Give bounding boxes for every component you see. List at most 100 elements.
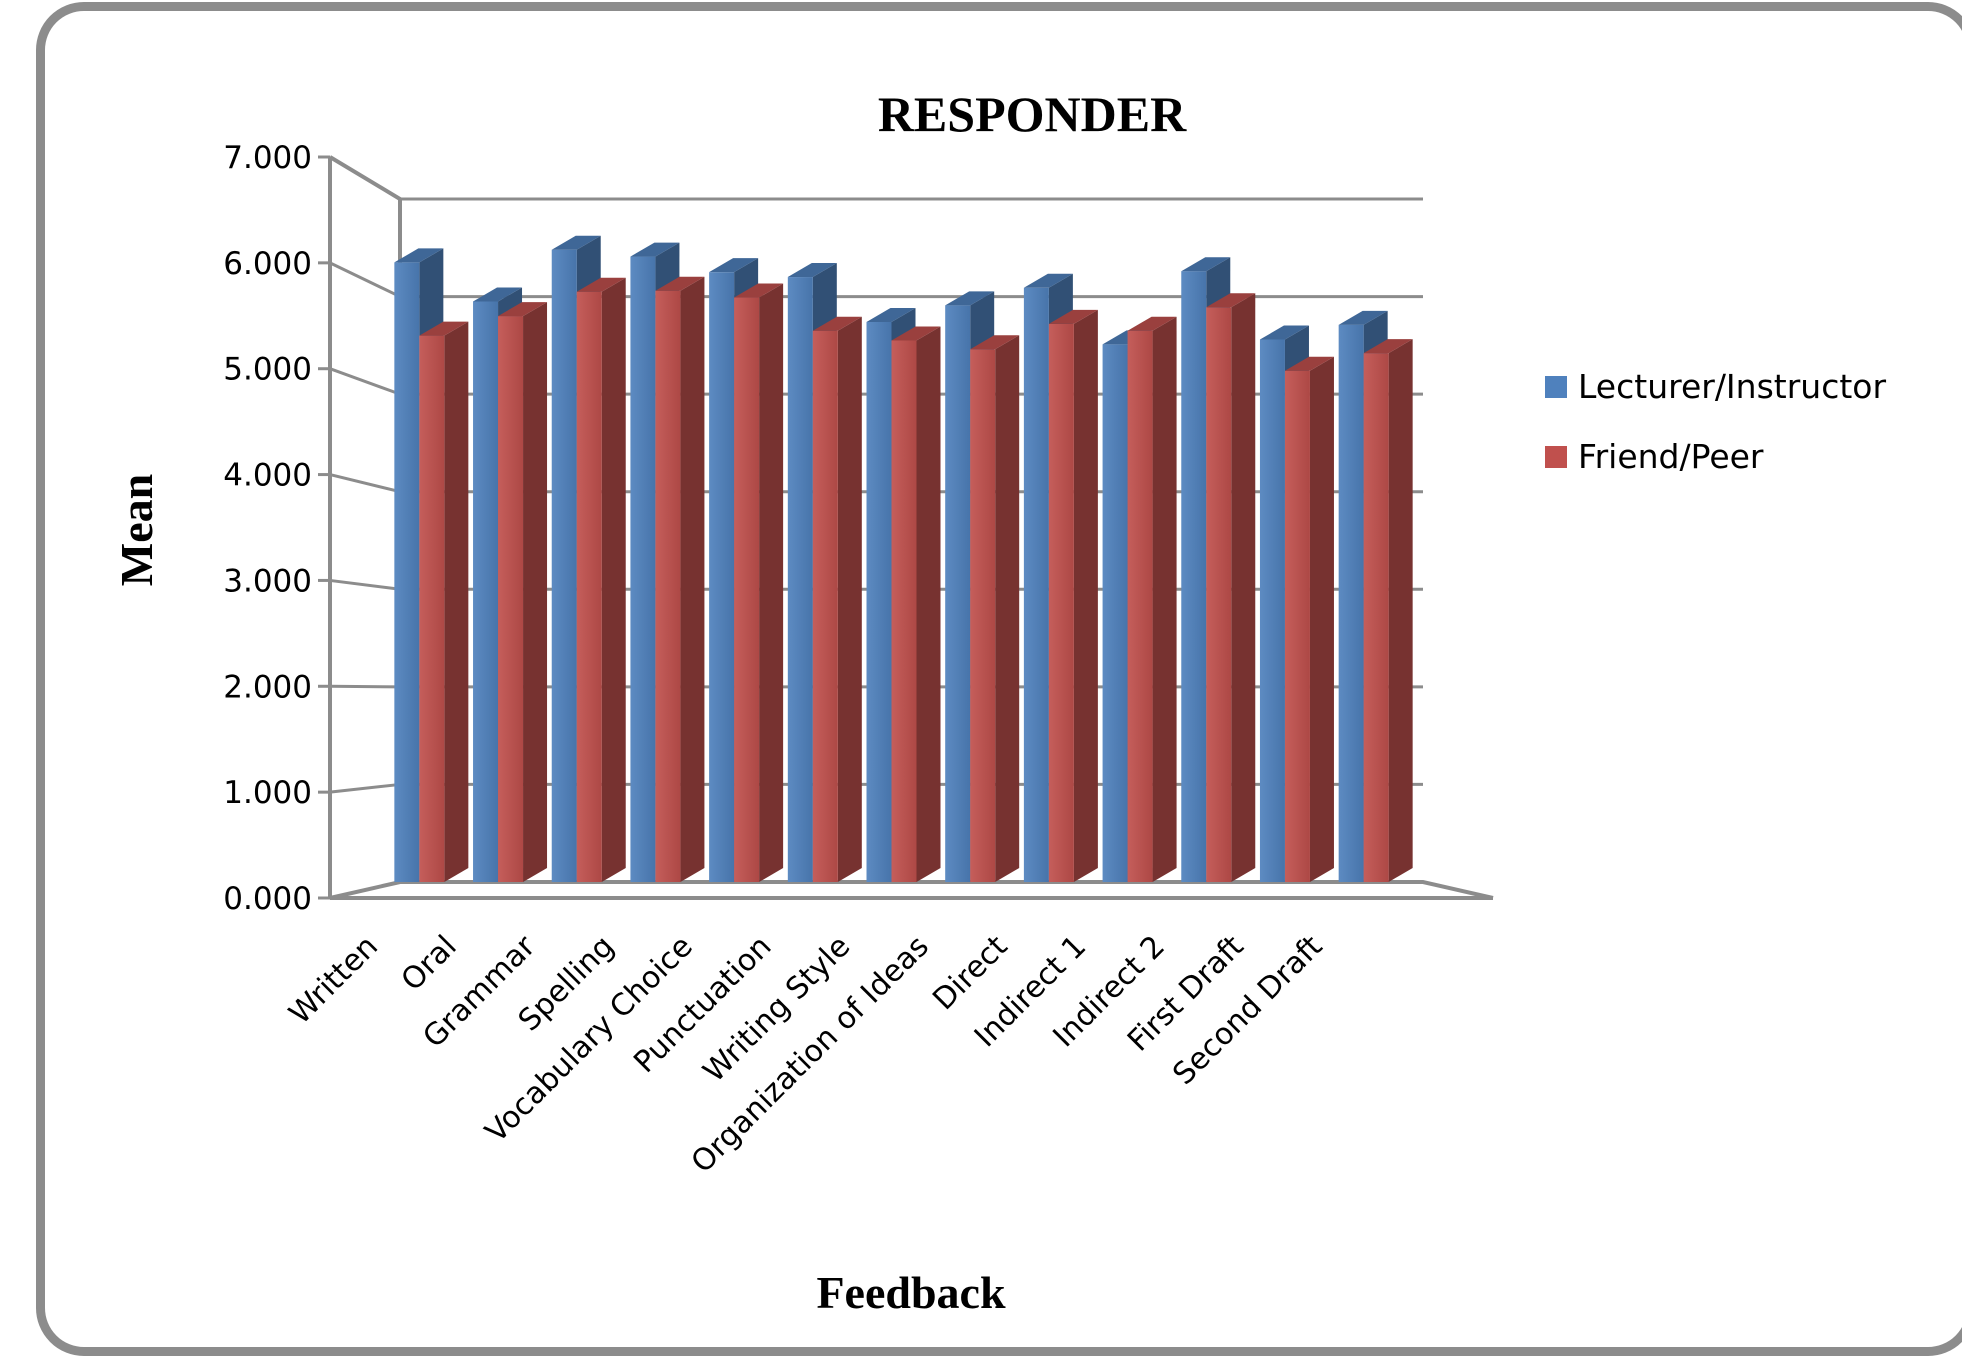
y-tick-label: 3.000 [223,563,312,599]
gridline-diagonal [329,684,401,689]
bars [394,235,1413,883]
bar-side [1309,356,1334,882]
bar-top [812,316,862,331]
bar-top [787,263,837,278]
bar-top [630,242,680,257]
bar-peer [1127,316,1177,882]
bar-top [709,258,759,273]
bar-front [970,349,996,882]
bar-peer [419,321,469,883]
bar-top [945,291,995,306]
bar-side [1152,316,1177,882]
y-tick-label: 7.000 [223,140,312,176]
bar-front [1363,353,1389,883]
bar-front [473,301,499,882]
x-category-label: Oral [395,929,464,998]
legend: Lecturer/Instructor Friend/Peer [1545,367,1886,476]
floor-edge [329,880,1494,900]
bar-front [1127,330,1153,882]
bar-side [916,326,941,882]
bar-peer [498,302,548,883]
bar-top [1023,273,1073,288]
bar-front [394,262,420,883]
bar-front [1048,323,1074,882]
y-axis-ticks: 0.000 1.000 2.000 3.000 4.000 5.000 6.000 7.000 [223,140,330,917]
y-tick-label: 2.000 [223,669,312,705]
bar-front [866,321,892,882]
bar-side [1231,293,1256,882]
bar-peer [734,283,784,883]
bar-side [995,335,1020,882]
bar-front [787,277,813,882]
bar-side [1073,309,1098,882]
bar-front [734,297,760,883]
bar-top [1259,325,1309,340]
bar-top [655,276,705,291]
bar-top [866,307,916,322]
bar-peer [1284,356,1334,882]
bar-front [630,256,656,882]
bar-side [759,283,784,883]
gridline-diagonal [329,578,401,591]
x-axis-title: Feedback [816,1267,1006,1318]
bar-front [498,316,524,883]
y-tick-label: 0.000 [223,881,312,917]
bar-top [498,302,548,317]
y-axis-title: Mean [111,474,162,586]
bar-front [1206,307,1232,882]
bar-peer [1206,293,1256,882]
gridline-diagonal [329,367,401,396]
bar-top [1048,309,1098,324]
y-tick-label: 5.000 [223,352,312,388]
gridline-diagonal [329,261,401,298]
legend-label: Friend/Peer [1578,437,1764,476]
bar-peer [576,277,626,882]
bar-top [1363,339,1413,354]
bar-peer [891,326,941,882]
bar-front [1259,339,1285,882]
legend-label: Lecturer/Instructor [1578,367,1886,406]
bar-front [551,249,577,883]
bar-peer [812,316,862,882]
bar-peer [655,276,705,882]
bar-front [812,330,838,882]
bar-side [523,302,548,883]
bar-side [601,277,626,882]
bar-front [709,272,735,882]
bar-side [680,276,705,882]
bar-peer [970,335,1020,882]
bar-front [1181,271,1207,882]
x-category-label: Written [282,929,385,1032]
bar-side [444,321,469,883]
legend-swatch [1545,446,1567,468]
bar-front [945,305,971,882]
bar-top [1127,316,1177,331]
bar-front [576,291,602,882]
bar-top [576,277,626,292]
bar-front [655,290,681,882]
bar-side [837,316,862,882]
y-tick-label: 4.000 [223,458,312,494]
bar-front [1023,287,1049,882]
bar-top [473,287,523,302]
gridline-diagonal [329,782,401,794]
bar-top [734,283,784,298]
bar-top [1338,310,1388,325]
bar-top [419,321,469,336]
bar-top [1284,356,1334,371]
gridline-diagonal [329,473,401,494]
bar-peer [1048,309,1098,882]
bar-peer [1363,339,1413,883]
bar-front [1102,344,1128,882]
bar-top [394,248,444,263]
bar-top [970,335,1020,350]
bar-side [1388,339,1413,883]
gridline-diagonal [329,155,401,201]
bar-top [1181,257,1231,272]
bar-front [1338,324,1364,882]
bar-front [891,340,917,882]
y-tick-label: 1.000 [223,775,312,811]
bar-front [419,335,445,883]
